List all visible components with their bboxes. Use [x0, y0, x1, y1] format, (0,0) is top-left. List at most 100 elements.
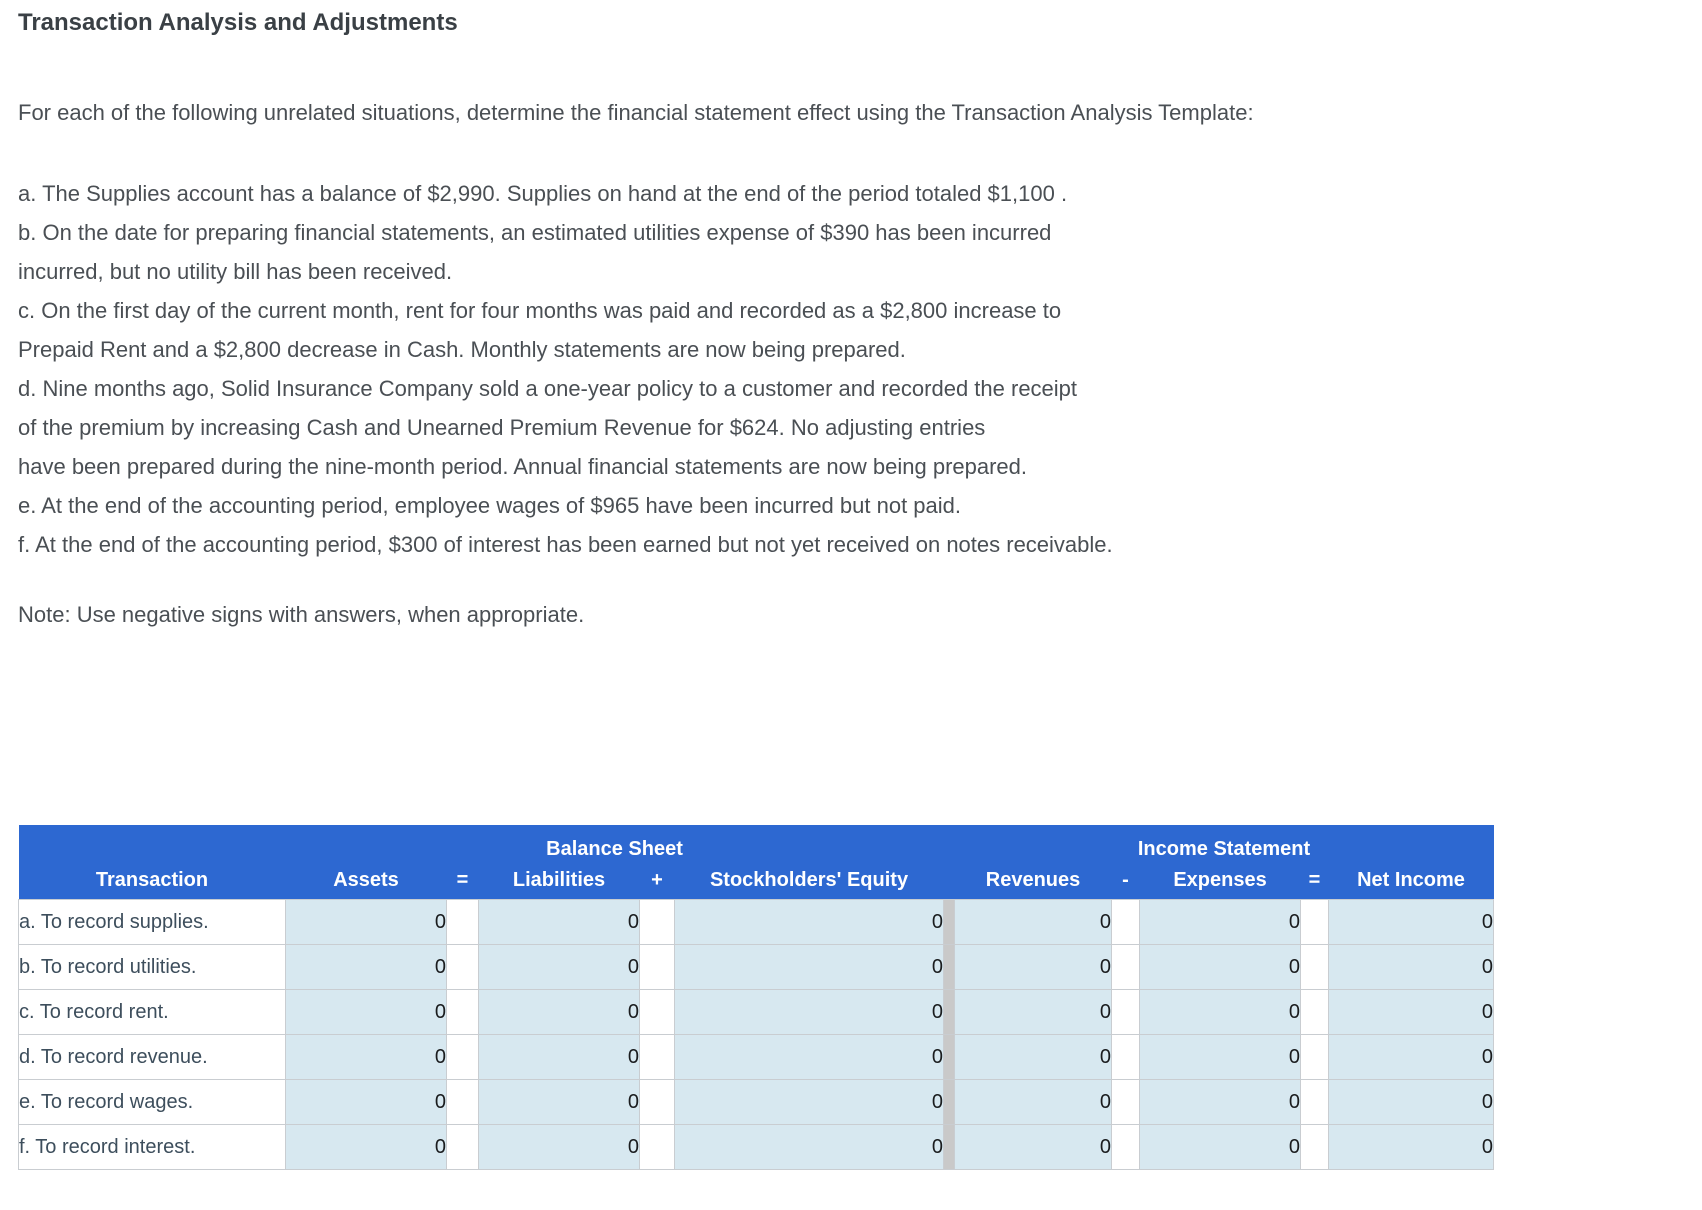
spacer-cell [639, 899, 675, 945]
group-header-balance-sheet: Balance Sheet [285, 825, 944, 861]
spacer-cell [1111, 1124, 1141, 1170]
row-label: c. To record rent. [18, 989, 286, 1035]
situation-list: a. The Supplies account has a balance of… [18, 174, 1682, 564]
answer-cell-assets[interactable]: 0 [285, 899, 447, 945]
situation-line-d: d. Nine months ago, Solid Insurance Comp… [18, 376, 1078, 401]
spacer-cell [1111, 1079, 1141, 1125]
situation-line-c: c. On the first day of the current month… [18, 298, 1062, 323]
situation-line-d2: of the premium by increasing Cash and Un… [18, 415, 986, 440]
answer-cell-revenues[interactable]: 0 [954, 944, 1113, 990]
answer-cell-revenues[interactable]: 0 [954, 1124, 1113, 1170]
table-row-b: b. To record utilities. 0 0 0 0 0 0 [18, 944, 1495, 990]
answer-cell-liabilities[interactable]: 0 [478, 1124, 640, 1170]
spacer-cell [1111, 899, 1141, 945]
page-title: Transaction Analysis and Adjustments [18, 9, 458, 36]
answer-cell-assets[interactable]: 0 [285, 1034, 447, 1080]
answer-cell-equity[interactable]: 0 [673, 899, 945, 945]
column-header-minus: - [1111, 861, 1140, 900]
table-row-f: f. To record interest. 0 0 0 0 0 0 [18, 1124, 1495, 1170]
row-label: d. To record revenue. [18, 1034, 286, 1080]
answer-cell-assets[interactable]: 0 [285, 944, 447, 990]
answer-cell-revenues[interactable]: 0 [954, 1034, 1113, 1080]
table-row-e: e. To record wages. 0 0 0 0 0 0 [18, 1079, 1495, 1125]
situation-line-b: b. On the date for preparing financial s… [18, 220, 1052, 245]
spacer-cell [1300, 1034, 1330, 1080]
column-header-equals-1: = [446, 861, 479, 900]
answer-cell-equity[interactable]: 0 [673, 1079, 945, 1125]
answer-cell-liabilities[interactable]: 0 [478, 899, 640, 945]
section-divider [943, 944, 956, 990]
group-header-divider [943, 825, 955, 861]
answer-cell-net-income[interactable]: 0 [1328, 1034, 1495, 1080]
spacer-cell [446, 944, 479, 990]
row-label: a. To record supplies. [18, 899, 286, 945]
answer-cell-net-income[interactable]: 0 [1328, 989, 1495, 1035]
answer-cell-expenses[interactable]: 0 [1139, 899, 1302, 945]
row-label: f. To record interest. [18, 1124, 286, 1170]
answer-cell-revenues[interactable]: 0 [954, 1079, 1113, 1125]
column-header-row: Transaction Assets = Liabilities + Stock… [18, 861, 1494, 900]
answer-cell-net-income[interactable]: 0 [1328, 899, 1495, 945]
section-divider [943, 1034, 956, 1080]
table-row-d: d. To record revenue. 0 0 0 0 0 0 [18, 1034, 1495, 1080]
spacer-cell [1111, 989, 1141, 1035]
answer-cell-assets[interactable]: 0 [285, 1079, 447, 1125]
spacer-cell [639, 944, 675, 990]
table-row-c: c. To record rent. 0 0 0 0 0 0 [18, 989, 1495, 1035]
row-label: e. To record wages. [18, 1079, 286, 1125]
column-header-net-income: Net Income [1328, 861, 1494, 900]
situation-line-f: f. At the end of the accounting period, … [18, 532, 1113, 557]
spacer-cell [1111, 1034, 1141, 1080]
answer-cell-revenues[interactable]: 0 [954, 989, 1113, 1035]
column-header-equals-2: = [1300, 861, 1329, 900]
answer-cell-net-income[interactable]: 0 [1328, 944, 1495, 990]
answer-cell-equity[interactable]: 0 [673, 1034, 945, 1080]
spacer-cell [1300, 1124, 1330, 1170]
spacer-cell [446, 1079, 479, 1125]
table-header: Balance Sheet Income Statement Transacti… [18, 825, 1494, 900]
spacer-cell [446, 1034, 479, 1080]
group-header-blank [18, 825, 286, 861]
group-header-income-statement: Income Statement [954, 825, 1494, 861]
section-divider [943, 1124, 956, 1170]
assignment-page: Transaction Analysis and Adjustments For… [18, 9, 1682, 1170]
intro-text: For each of the following unrelated situ… [18, 100, 1254, 125]
spacer-cell [1300, 989, 1330, 1035]
spacer-cell [1300, 944, 1330, 990]
transaction-analysis-table: Balance Sheet Income Statement Transacti… [18, 825, 1495, 1170]
answer-cell-assets[interactable]: 0 [285, 989, 447, 1035]
column-header-expenses: Expenses [1139, 861, 1301, 900]
answer-cell-net-income[interactable]: 0 [1328, 1079, 1495, 1125]
answer-cell-expenses[interactable]: 0 [1139, 1124, 1302, 1170]
spacer-cell [1300, 1079, 1330, 1125]
table-row-a: a. To record supplies. 0 0 0 0 0 0 [18, 899, 1495, 945]
spacer-cell [446, 1124, 479, 1170]
spacer-cell [1300, 899, 1330, 945]
answer-cell-net-income[interactable]: 0 [1328, 1124, 1495, 1170]
answer-cell-liabilities[interactable]: 0 [478, 1034, 640, 1080]
answer-cell-liabilities[interactable]: 0 [478, 989, 640, 1035]
column-header-plus: + [639, 861, 675, 900]
answer-cell-expenses[interactable]: 0 [1139, 989, 1302, 1035]
answer-cell-revenues[interactable]: 0 [954, 899, 1113, 945]
answer-cell-equity[interactable]: 0 [673, 1124, 945, 1170]
column-header-transaction: Transaction [18, 861, 286, 900]
column-header-liabilities: Liabilities [478, 861, 640, 900]
answer-cell-equity[interactable]: 0 [673, 944, 945, 990]
column-header-section-divider [943, 861, 955, 900]
situation-line-a: a. The Supplies account has a balance of… [18, 181, 1068, 206]
spacer-cell [446, 899, 479, 945]
answer-cell-expenses[interactable]: 0 [1139, 1079, 1302, 1125]
answer-cell-liabilities[interactable]: 0 [478, 944, 640, 990]
situation-line-e: e. At the end of the accounting period, … [18, 493, 962, 518]
table-body: a. To record supplies. 0 0 0 0 0 0 b. To… [18, 899, 1495, 1170]
answer-cell-assets[interactable]: 0 [285, 1124, 447, 1170]
section-divider [943, 989, 956, 1035]
answer-cell-expenses[interactable]: 0 [1139, 944, 1302, 990]
answer-cell-expenses[interactable]: 0 [1139, 1034, 1302, 1080]
answer-cell-equity[interactable]: 0 [673, 989, 945, 1035]
answer-cell-liabilities[interactable]: 0 [478, 1079, 640, 1125]
note-text: Note: Use negative signs with answers, w… [18, 602, 585, 627]
situation-line-c2: Prepaid Rent and a $2,800 decrease in Ca… [18, 337, 906, 362]
spacer-cell [639, 1124, 675, 1170]
